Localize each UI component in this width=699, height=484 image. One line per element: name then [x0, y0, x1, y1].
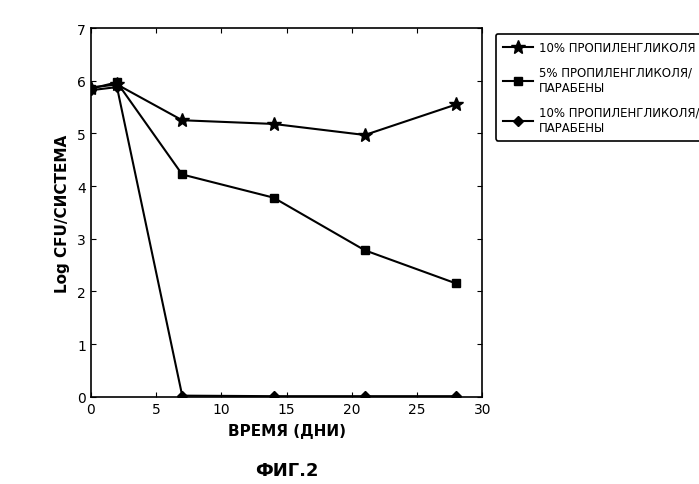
- Legend: 10% ПРОПИЛЕНГЛИКОЛЯ, 5% ПРОПИЛЕНГЛИКОЛЯ/
ПАРАБЕНЫ, 10% ПРОПИЛЕНГЛИКОЛЯ/
ПАРАБЕНЫ: 10% ПРОПИЛЕНГЛИКОЛЯ, 5% ПРОПИЛЕНГЛИКОЛЯ/…: [496, 35, 699, 141]
- Text: ФИГ.2: ФИГ.2: [255, 461, 318, 479]
- Y-axis label: Log CFU/СИСТЕМА: Log CFU/СИСТЕМА: [55, 134, 70, 292]
- X-axis label: ВРЕМЯ (ДНИ): ВРЕМЯ (ДНИ): [228, 423, 345, 438]
